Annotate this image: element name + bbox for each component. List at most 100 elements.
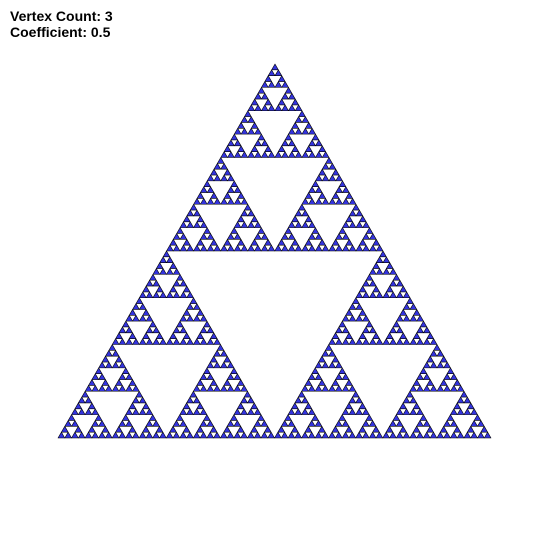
fractal-cell <box>281 139 289 147</box>
fractal-cell <box>193 209 201 217</box>
fractal-cell <box>247 209 255 217</box>
fractal-cell <box>199 431 208 439</box>
fractal-cell <box>260 233 269 240</box>
fractal-cell <box>186 431 194 439</box>
fractal-cell <box>261 139 269 147</box>
fractal-cell <box>281 244 289 252</box>
fractal-cell <box>233 420 241 427</box>
fractal-cell <box>240 209 249 217</box>
fractal-cell <box>186 408 194 415</box>
fractal-cell <box>288 92 296 100</box>
vertex-count-label: Vertex Count: <box>10 8 102 24</box>
fractal-cell <box>274 69 283 76</box>
fractal-cell <box>416 385 424 392</box>
fractal-cell <box>166 268 174 275</box>
fractal-cell <box>278 75 286 82</box>
fractal-cell <box>402 408 411 415</box>
fractal-cell <box>152 431 160 439</box>
fractal-cell <box>284 227 292 234</box>
fractal-cell <box>118 373 127 380</box>
fractal-cell <box>206 198 215 205</box>
fractal-cell <box>358 285 367 293</box>
fractal-cell <box>304 402 313 410</box>
fractal-cell <box>71 408 79 415</box>
fractal-cell <box>203 180 211 188</box>
fractal-cell <box>233 431 241 439</box>
fractal-cell <box>294 244 303 252</box>
fractal-cell <box>223 379 231 386</box>
fractal-cell <box>199 338 208 345</box>
fractal-cell <box>298 203 306 211</box>
fractal-cell <box>341 431 350 439</box>
fractal-cell <box>308 221 316 228</box>
fractal-cell <box>423 373 431 380</box>
fractal-cell <box>260 244 269 252</box>
fractal-cell <box>101 355 110 363</box>
fractal-cell <box>183 239 191 246</box>
fractal-cell <box>321 431 329 439</box>
fractal-cell <box>345 426 353 433</box>
fractal-cell <box>71 420 79 427</box>
fractal-cell <box>264 145 272 152</box>
fractal-cell <box>213 431 221 439</box>
fractal-cell <box>142 426 150 433</box>
fractal-cell <box>291 215 299 223</box>
fractal-cell <box>311 133 320 141</box>
fractal-cell <box>193 408 201 415</box>
fractal-cell <box>304 379 313 386</box>
fractal-cell <box>176 320 184 328</box>
fractal-cell <box>470 420 478 427</box>
fractal-cell <box>402 314 411 322</box>
fractal-cell <box>200 233 208 240</box>
fractal-cell <box>88 402 96 410</box>
fractal-cell <box>308 385 316 392</box>
fractal-cell <box>274 151 282 158</box>
fractal-cell <box>169 285 177 293</box>
fractal-cell <box>209 426 218 433</box>
fractal-cell <box>267 244 276 252</box>
fractal-cell <box>91 431 99 439</box>
fractal-cell <box>345 215 353 223</box>
fractal-cell <box>362 420 370 427</box>
fractal-cell <box>193 303 201 310</box>
fractal-cell <box>294 127 303 135</box>
fractal-cell <box>247 104 255 112</box>
fractal-cell <box>240 127 249 135</box>
fractal-cell <box>145 326 154 334</box>
coefficient-label: Coefficient: <box>10 24 87 40</box>
fractal-cell <box>446 414 455 421</box>
fractal-cell <box>297 390 306 398</box>
fractal-cell <box>57 431 66 439</box>
fractal-cell <box>244 110 252 117</box>
fractal-cell <box>436 361 445 369</box>
fractal-cell <box>125 373 133 380</box>
fractal-cell <box>355 221 364 228</box>
fractal-cell <box>243 390 252 398</box>
fractal-cell <box>105 431 113 439</box>
fractal-cell <box>332 192 340 199</box>
fractal-cell <box>369 244 377 252</box>
fractal-cell <box>436 350 445 357</box>
vertex-count-readout: Vertex Count: 3 <box>10 8 113 24</box>
fractal-cell <box>159 431 167 439</box>
fractal-cell <box>196 239 205 246</box>
fractal-cell <box>274 244 282 252</box>
fractal-cell <box>240 198 249 205</box>
fractal-cell <box>318 192 326 199</box>
fractal-cell <box>288 127 296 135</box>
fractal-cell <box>186 244 194 252</box>
fractal-cell <box>122 367 130 375</box>
fractal-cell <box>172 431 181 439</box>
fractal-cell <box>321 198 330 205</box>
fractal-cell <box>220 151 228 158</box>
fractal-cell <box>172 244 181 252</box>
fractal-cell <box>389 268 397 275</box>
fractal-cell <box>355 396 363 404</box>
fractal-cell <box>193 314 201 322</box>
fractal-cell <box>223 239 232 246</box>
fractal-cell <box>288 139 296 147</box>
fractal-cell <box>365 320 374 328</box>
fractal-cell <box>223 355 231 363</box>
fractal-cell <box>321 163 330 170</box>
fractal-cell <box>338 320 346 328</box>
